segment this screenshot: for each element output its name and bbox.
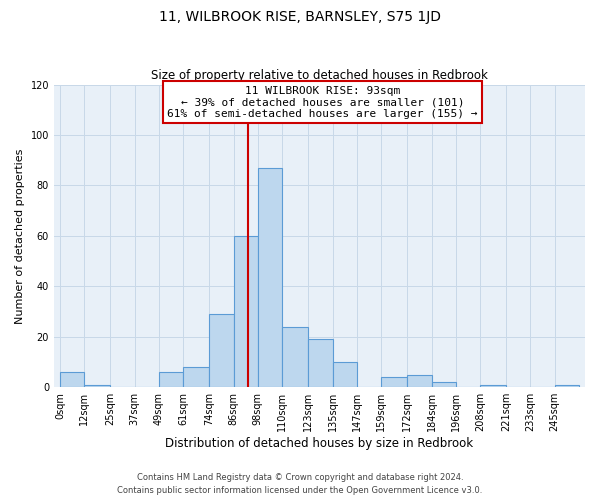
Bar [407,374,431,387]
Bar [84,384,110,387]
X-axis label: Distribution of detached houses by size in Redbrook: Distribution of detached houses by size … [166,437,473,450]
Bar [480,384,506,387]
Text: 11 WILBROOK RISE: 93sqm
← 39% of detached houses are smaller (101)
61% of semi-d: 11 WILBROOK RISE: 93sqm ← 39% of detache… [167,86,478,119]
Bar [233,236,258,387]
Bar [282,326,308,387]
Bar [209,314,233,387]
Bar [381,377,407,387]
Text: 11, WILBROOK RISE, BARNSLEY, S75 1JD: 11, WILBROOK RISE, BARNSLEY, S75 1JD [159,10,441,24]
Bar [332,362,357,387]
Bar [183,367,209,387]
Bar [555,384,579,387]
Bar [159,372,183,387]
Y-axis label: Number of detached properties: Number of detached properties [15,148,25,324]
Title: Size of property relative to detached houses in Redbrook: Size of property relative to detached ho… [151,69,488,82]
Text: Contains HM Land Registry data © Crown copyright and database right 2024.
Contai: Contains HM Land Registry data © Crown c… [118,474,482,495]
Bar [258,168,282,387]
Bar [60,372,84,387]
Bar [308,340,332,387]
Bar [431,382,456,387]
